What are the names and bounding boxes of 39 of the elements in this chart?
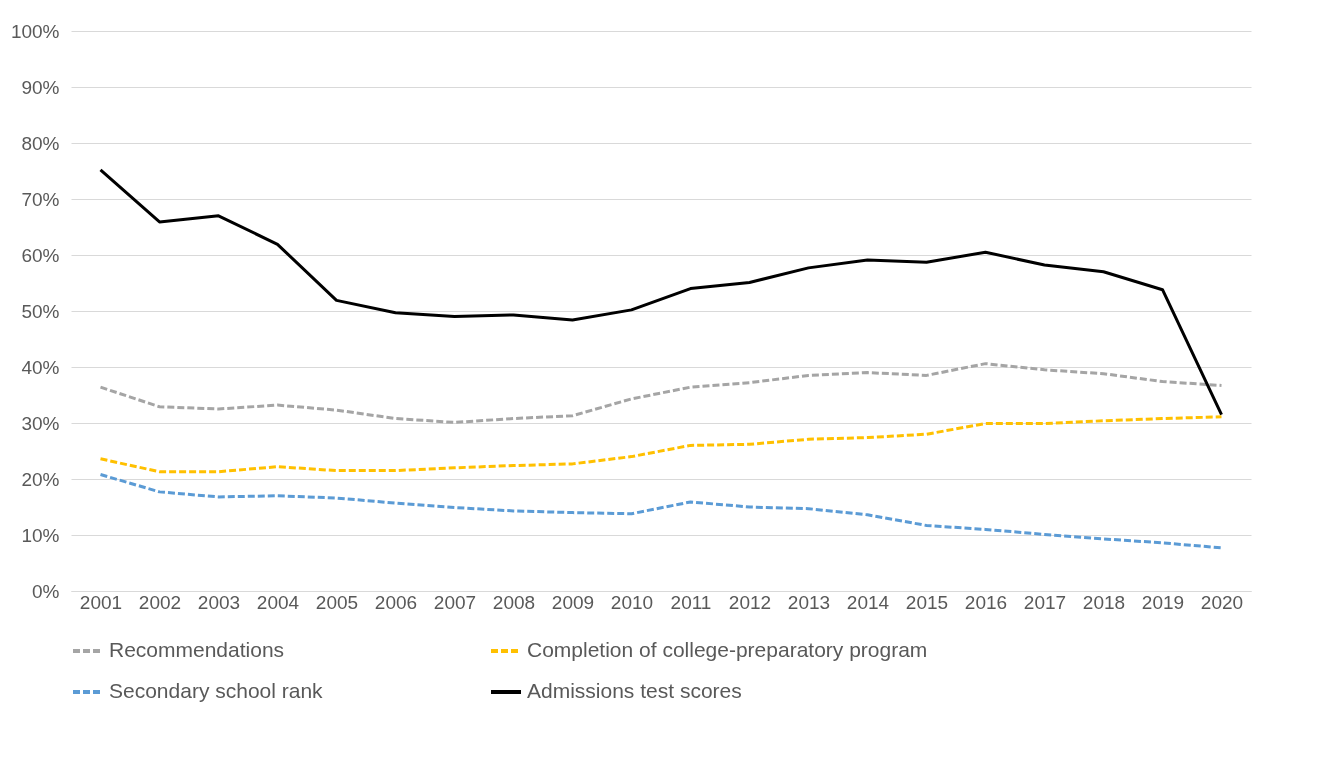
x-tick-label: 2018 — [1082, 591, 1126, 613]
x-tick-label: 2004 — [256, 591, 300, 613]
y-tick-label: 60% — [21, 244, 60, 266]
x-tick-label: 2003 — [197, 591, 241, 613]
x-tick-label: 2013 — [787, 591, 831, 613]
legend-label: Recommendations — [109, 638, 285, 661]
legend-label: Completion of college-preparatory program — [527, 638, 928, 661]
x-tick-label: 2008 — [492, 591, 536, 613]
x-tick-label: 2010 — [610, 591, 654, 613]
legend-label: Secondary school rank — [109, 679, 324, 702]
x-tick-label: 2016 — [964, 591, 1008, 613]
x-tick-label: 2011 — [670, 591, 712, 613]
x-tick-label: 2001 — [79, 591, 123, 613]
y-tick-label: 40% — [21, 356, 60, 378]
line-series — [99, 168, 1223, 417]
y-tick-label: 90% — [21, 76, 60, 98]
x-tick-label: 2020 — [1200, 591, 1244, 613]
y-tick-label: 20% — [21, 468, 60, 490]
x-tick-label: 2014 — [846, 591, 890, 613]
x-tick-label: 2017 — [1023, 591, 1067, 613]
x-tick-label: 2015 — [905, 591, 949, 613]
x-tick-label: 2019 — [1141, 591, 1185, 613]
x-tick-label: 2002 — [138, 591, 182, 613]
line-series — [99, 473, 1223, 550]
x-tick-label: 2006 — [374, 591, 418, 613]
x-tick-label: 2005 — [315, 591, 359, 613]
x-tick-label: 2012 — [728, 591, 772, 613]
x-tick-label: 2007 — [433, 591, 477, 613]
y-tick-label: 80% — [21, 132, 60, 154]
legend-label: Admissions test scores — [527, 679, 742, 702]
y-tick-label: 10% — [21, 524, 60, 546]
x-tick-label: 2009 — [551, 591, 595, 613]
y-tick-label: 0% — [32, 580, 60, 602]
y-tick-label: 70% — [21, 188, 60, 210]
line-series — [99, 415, 1223, 474]
line-series — [99, 362, 1223, 424]
y-tick-label: 50% — [21, 300, 60, 322]
y-tick-label: 100% — [10, 20, 60, 42]
y-tick-label: 30% — [21, 412, 60, 434]
